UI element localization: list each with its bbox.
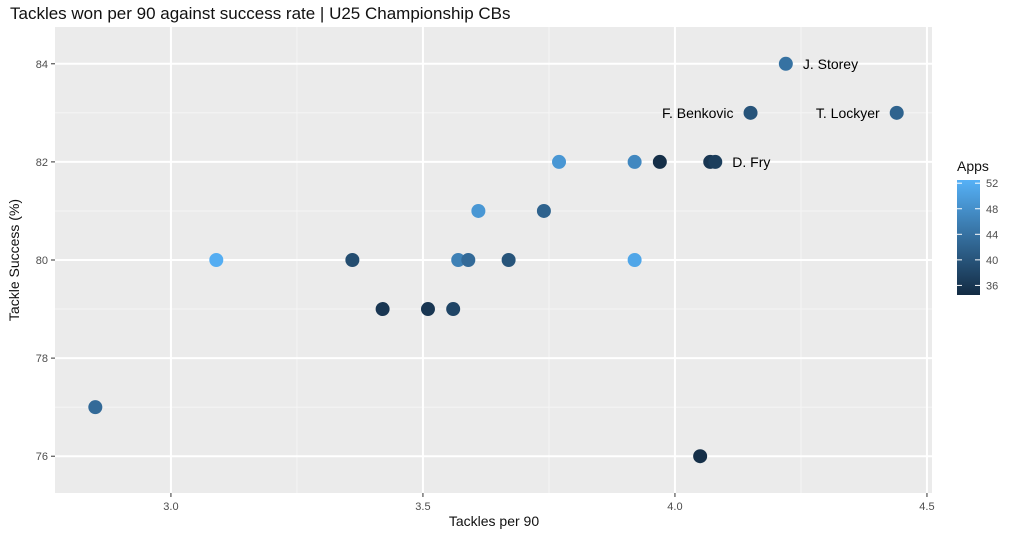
x-tick-label: 4.0 (667, 501, 682, 513)
legend-title: Apps (957, 158, 989, 174)
colorbar-tick-label: 44 (986, 229, 998, 241)
data-point (88, 400, 103, 415)
data-point (652, 154, 667, 169)
data-point (778, 56, 793, 71)
x-tick-label: 4.5 (919, 501, 934, 513)
y-axis-label: Tackle Success (%) (6, 199, 22, 321)
x-tick-label: 3.0 (163, 501, 178, 513)
x-axis: 3.0 3.5 4.0 4.5 (163, 493, 935, 513)
point-label: F. Benkovic (662, 105, 734, 121)
apps-colorbar-legend: 52 48 44 40 36 (957, 178, 998, 295)
data-point (693, 449, 708, 464)
data-point (743, 105, 758, 120)
colorbar-tick-label: 48 (986, 204, 998, 216)
data-point (552, 154, 567, 169)
y-tick-label: 76 (36, 451, 48, 463)
data-point (446, 302, 461, 317)
major-gridlines (55, 27, 932, 493)
point-label: T. Lockyer (816, 105, 880, 121)
y-tick-label: 80 (36, 255, 48, 267)
colorbar-tick-label: 52 (986, 178, 998, 190)
minor-gridlines (55, 27, 932, 493)
data-point (536, 203, 551, 218)
point-label: J. Storey (803, 56, 858, 72)
data-point (420, 302, 435, 317)
data-point (461, 253, 476, 267)
point-label: D. Fry (732, 154, 770, 170)
y-tick-label: 84 (36, 59, 48, 71)
y-tick-label: 78 (36, 353, 48, 365)
colorbar-tick-label: 40 (986, 255, 998, 267)
y-tick-label: 82 (36, 157, 48, 169)
data-point (471, 203, 486, 218)
data-point (889, 105, 904, 120)
x-axis-label: Tackles per 90 (449, 513, 539, 529)
y-axis: 76 78 80 82 84 (36, 59, 55, 463)
data-point (708, 154, 723, 169)
data-point (345, 253, 360, 267)
colorbar (957, 180, 980, 295)
data-point (627, 253, 642, 267)
chart-title: Tackles won per 90 against success rate … (10, 4, 511, 23)
x-tick-label: 3.5 (415, 501, 430, 513)
colorbar-tick-label: 36 (986, 280, 998, 292)
data-point (209, 253, 224, 267)
data-point (375, 302, 390, 317)
data-point (627, 154, 642, 169)
data-points (88, 56, 904, 464)
point-labels: D. Fry F. Benkovic J. Storey T. Lockyer (662, 56, 880, 170)
data-point (451, 253, 466, 267)
data-point (501, 253, 516, 267)
